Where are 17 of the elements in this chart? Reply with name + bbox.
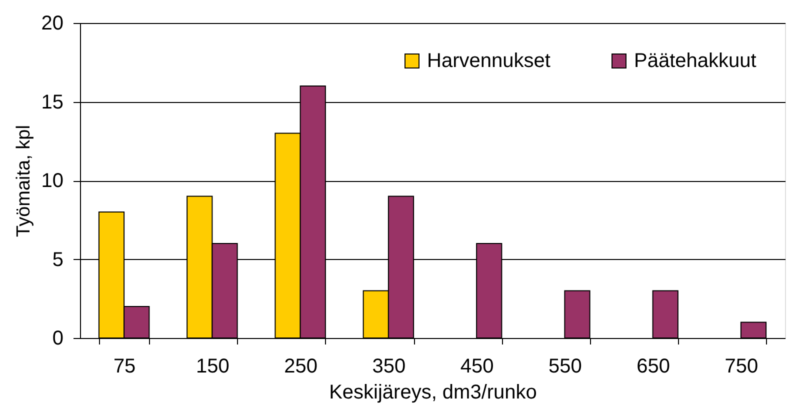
x-tick-label: 650 <box>636 356 670 378</box>
x-tick-label: 550 <box>548 356 582 378</box>
x-tick-label: 450 <box>460 356 494 378</box>
y-axis-title: Työmaita, kpl <box>13 125 34 237</box>
x-tick-label: 250 <box>284 356 318 378</box>
legend-label: Harvennukset <box>427 50 551 72</box>
x-tick-label: 350 <box>372 356 406 378</box>
x-tick-label: 75 <box>113 356 136 378</box>
y-tick-label: 20 <box>41 12 64 34</box>
x-tick-label: 750 <box>724 356 758 378</box>
y-tick-label: 5 <box>52 248 64 271</box>
y-tick-label: 0 <box>52 328 64 350</box>
y-tick-label: 10 <box>41 170 64 192</box>
x-tick-label: 150 <box>196 356 230 378</box>
x-axis-title: Keskijäreys, dm3/runko <box>329 382 537 404</box>
y-tick-label: 15 <box>41 91 64 114</box>
legend-label: Päätehakkuut <box>634 50 757 72</box>
